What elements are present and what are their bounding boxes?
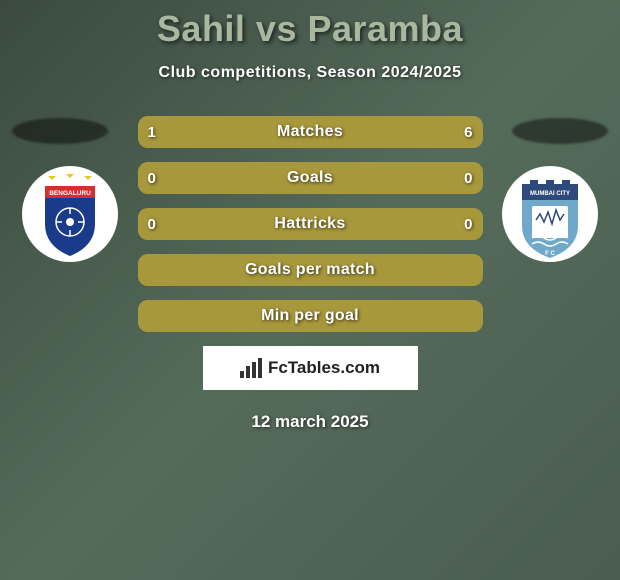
comparison-subtitle: Club competitions, Season 2024/2025	[0, 64, 620, 82]
mumbai-city-badge-icon: MUMBAI CITY F C	[500, 164, 600, 264]
svg-text:BENGALURU: BENGALURU	[49, 190, 91, 197]
team-badge-right: MUMBAI CITY F C	[500, 164, 600, 264]
stat-label: Min per goal	[138, 300, 483, 332]
avatar-shadow-left	[12, 118, 108, 144]
stat-row: 00Hattricks	[138, 208, 483, 240]
comparison-date: 12 march 2025	[0, 412, 620, 432]
stat-row: 00Goals	[138, 162, 483, 194]
stat-label: Goals per match	[138, 254, 483, 286]
team-badge-left: BENGALURU	[20, 164, 120, 264]
comparison-content: BENGALURU MUMBAI CITY F C 16Matches 00Goa…	[0, 116, 620, 432]
svg-text:F C: F C	[545, 251, 555, 257]
stat-row: Goals per match	[138, 254, 483, 286]
comparison-title: Sahil vs Paramba	[0, 0, 620, 50]
stat-label: Matches	[138, 116, 483, 148]
watermark: FcTables.com	[203, 346, 418, 390]
bengaluru-badge-icon: BENGALURU	[20, 164, 120, 264]
stat-label: Goals	[138, 162, 483, 194]
stat-label: Hattricks	[138, 208, 483, 240]
avatar-shadow-right	[512, 118, 608, 144]
svg-text:MUMBAI CITY: MUMBAI CITY	[530, 191, 570, 197]
stat-row: Min per goal	[138, 300, 483, 332]
stat-row: 16Matches	[138, 116, 483, 148]
stat-bars-container: 16Matches 00Goals 00Hattricks Goals per mat…	[138, 116, 483, 332]
bar-chart-icon	[240, 358, 262, 378]
watermark-text: FcTables.com	[268, 358, 380, 378]
